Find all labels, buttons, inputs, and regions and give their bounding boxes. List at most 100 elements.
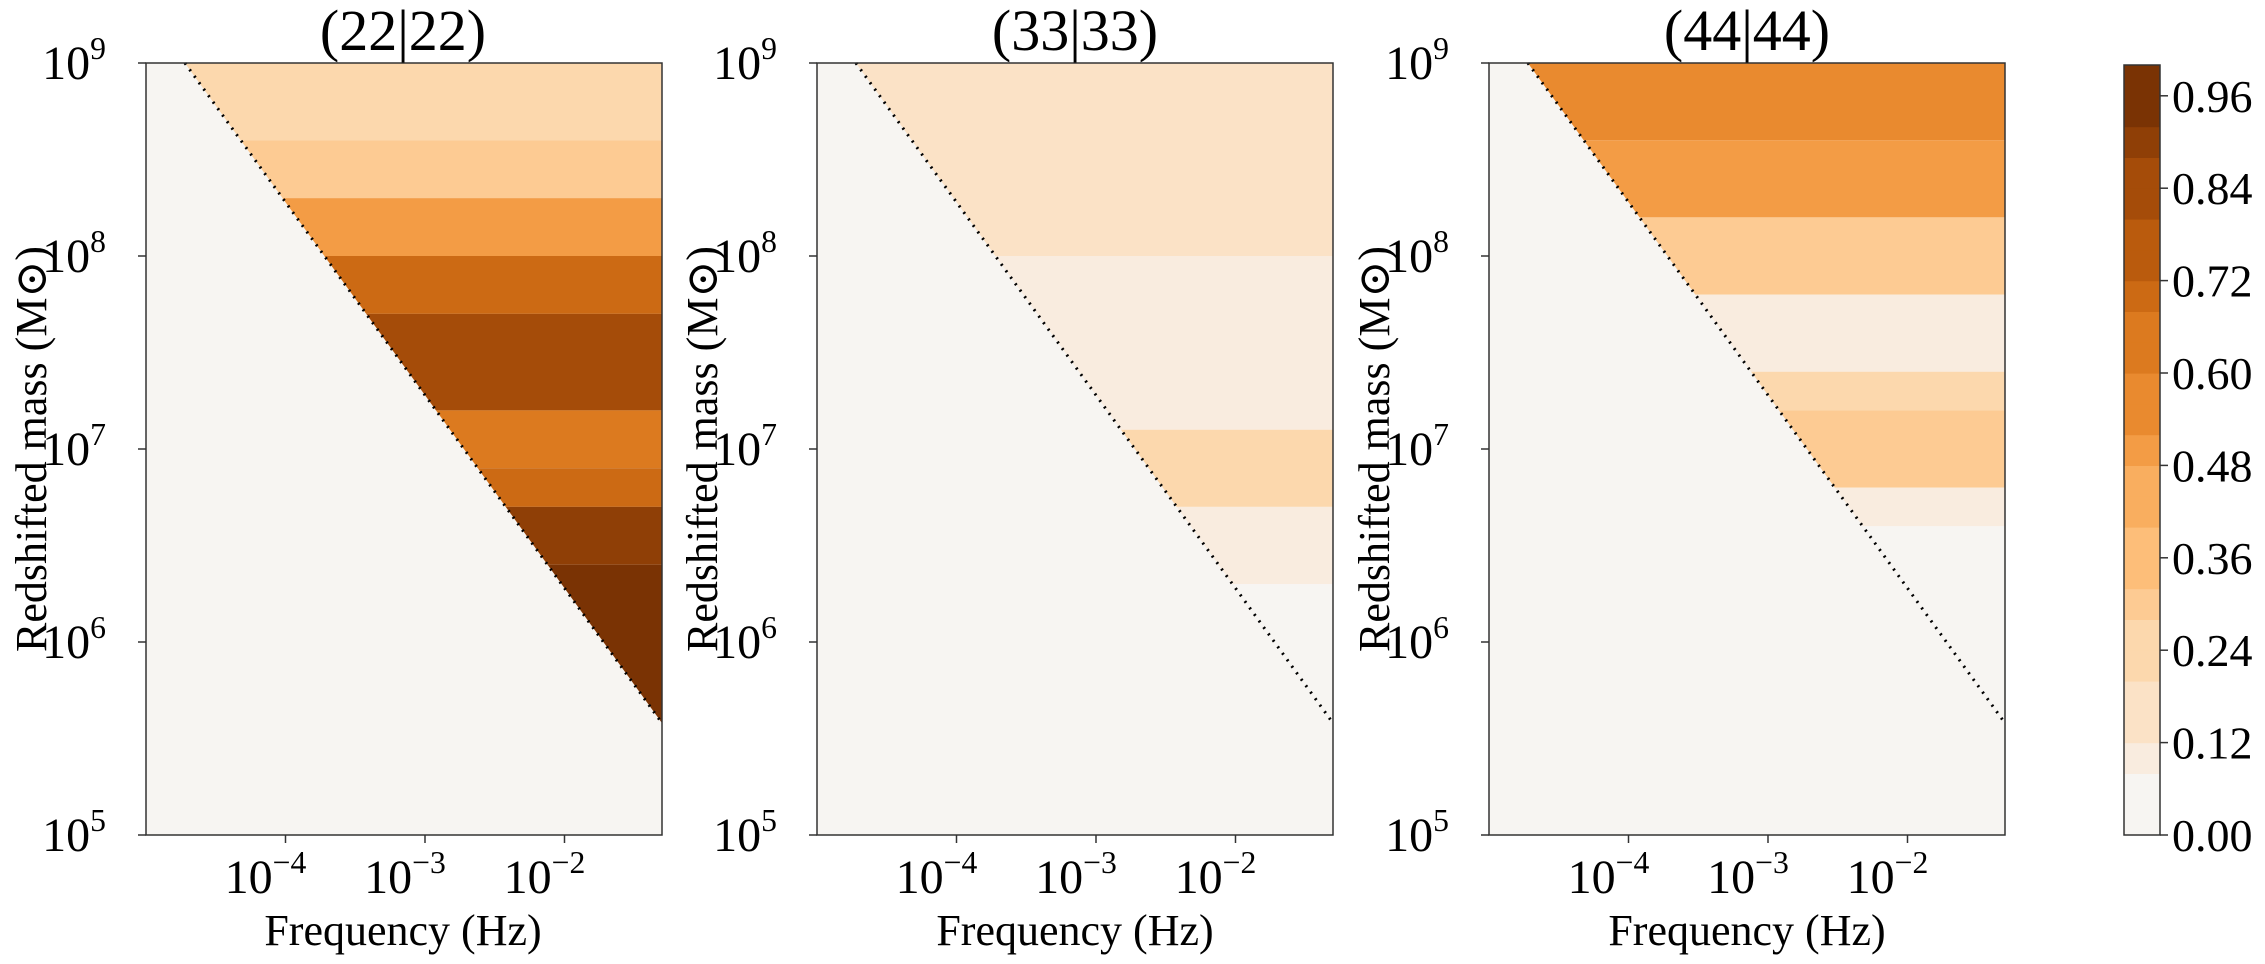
x-axis-label-22: Frequency (Hz) [264,906,541,955]
colorbar-band [2124,496,2160,528]
heatmap-44 [1489,63,2005,835]
y-axis-label-33: Redshifted mass (M⊙) [678,246,727,652]
colorbar-band [2124,465,2160,497]
colorbar-band [2124,619,2160,651]
colorbar-band [2124,95,2160,128]
heatmap-band [1583,140,2005,218]
tick-label: 10−2 [504,845,586,904]
colorbar-tick-label: 0.12 [2172,718,2253,769]
colorbar-band [2124,342,2160,374]
x-axis-label-44: Frequency (Hz) [1608,906,1885,955]
heatmap-band [282,198,662,256]
tick-label: 108 [713,224,777,283]
colorbar-band [2124,311,2160,343]
tick-label: 10−4 [896,845,978,904]
tick-label: 107 [713,417,777,476]
heatmap-band [1176,506,1333,585]
tick-label: 105 [1385,803,1449,862]
y-ticks-22: 105 106 107 108 109 [42,31,146,862]
colorbar-band [2124,219,2160,251]
heatmap-band [1232,584,1333,835]
heatmap-band [995,256,1333,430]
heatmap-band [1834,487,2005,527]
colorbar-band [2124,804,2160,836]
colorbar-band [2124,711,2160,744]
heatmap-band [505,506,662,565]
heatmap-band [1862,526,2005,835]
y-ticks-33: 105 106 107 108 109 [713,31,817,862]
heatmap-band [1695,294,2005,372]
heatmap-band [1527,63,2005,141]
panel-title-22: (22|22) [320,0,486,63]
heatmap-band [547,564,662,835]
tick-label: 10−3 [1035,845,1117,904]
colorbar-band [2124,403,2160,436]
colorbar-band [2124,773,2160,805]
y-axis-label-22: Redshifted mass (M⊙) [7,246,56,652]
colorbar-tick-label: 0.36 [2172,533,2253,584]
colorbar-band [2124,557,2160,590]
panel-33: (33|33) Frequency (Hz) Redshifted mass (… [678,0,1335,955]
heatmap-band [477,468,662,507]
colorbar-ticks: 0.00 0.12 0.24 0.36 0.48 0.60 0.72 0.84 0.96 [2160,71,2253,861]
tick-label: 10−3 [1707,845,1789,904]
tick-label: 106 [42,610,106,669]
heatmap-band [240,140,662,199]
panel-44: (44|44) Frequency (Hz) Redshifted mass (… [1350,0,2007,955]
colorbar-tick-label: 0.00 [2172,810,2253,861]
colorbar-band [2124,188,2160,220]
tick-label: 109 [42,31,106,90]
colorbar-bands [2124,65,2160,836]
colorbar-tick-label: 0.60 [2172,348,2253,399]
heatmap-band [435,410,662,469]
colorbar-band [2124,126,2160,158]
y-ticks-44: 105 106 107 108 109 [1385,31,1489,862]
colorbar-band [2124,681,2160,713]
heatmap-band [366,313,662,411]
colorbar-tick-label: 0.84 [2172,163,2253,214]
heatmap-band [1751,371,2005,411]
tick-label: 108 [42,224,106,283]
colorbar-band [2124,65,2160,97]
tick-label: 109 [713,31,777,90]
tick-label: 10−4 [225,845,307,904]
colorbar-band [2124,280,2160,312]
colorbar-tick-label: 0.48 [2172,440,2253,491]
x-ticks-44: 10−4 10−3 10−2 [1568,835,1929,904]
tick-label: 10−3 [364,845,446,904]
tick-label: 105 [713,803,777,862]
tick-label: 10−4 [1568,845,1650,904]
colorbar-tick-label: 0.24 [2172,625,2253,676]
tick-label: 10−2 [1847,845,1929,904]
heatmap-33 [817,63,1333,835]
colorbar-band [2124,527,2160,559]
colorbar-tick-label: 0.96 [2172,71,2253,122]
colorbar-band [2124,650,2160,682]
x-axis-label-33: Frequency (Hz) [936,906,1213,955]
colorbar-band [2124,742,2160,774]
colorbar-band [2124,588,2160,620]
tick-label: 105 [42,803,106,862]
panel-22: (22|22) Frequency (Hz) Redshifted mass (… [7,0,664,955]
colorbar: 0.00 0.12 0.24 0.36 0.48 0.60 0.72 0.84 0.96 [2123,64,2253,861]
tick-label: 106 [713,610,777,669]
panel-title-44: (44|44) [1664,0,1830,63]
tick-label: 10−2 [1175,845,1257,904]
heatmap-band [1639,217,2005,295]
tick-label: 107 [42,417,106,476]
colorbar-band [2124,249,2160,282]
colorbar-band [2124,434,2160,466]
heatmap-22 [146,63,662,835]
heatmap-band [1778,410,2005,488]
tick-label: 109 [1385,31,1449,90]
heatmap-band [184,63,662,141]
colorbar-band [2124,157,2160,189]
tick-label: 106 [1385,610,1449,669]
x-ticks-22: 10−4 10−3 10−2 [225,835,586,904]
y-axis-label-44: Redshifted mass (M⊙) [1350,246,1399,652]
panel-title-33: (33|33) [992,0,1158,63]
heatmap-band [324,256,662,314]
heatmap-band [855,63,1333,256]
tick-label: 108 [1385,224,1449,283]
colorbar-frame [2123,64,2161,836]
